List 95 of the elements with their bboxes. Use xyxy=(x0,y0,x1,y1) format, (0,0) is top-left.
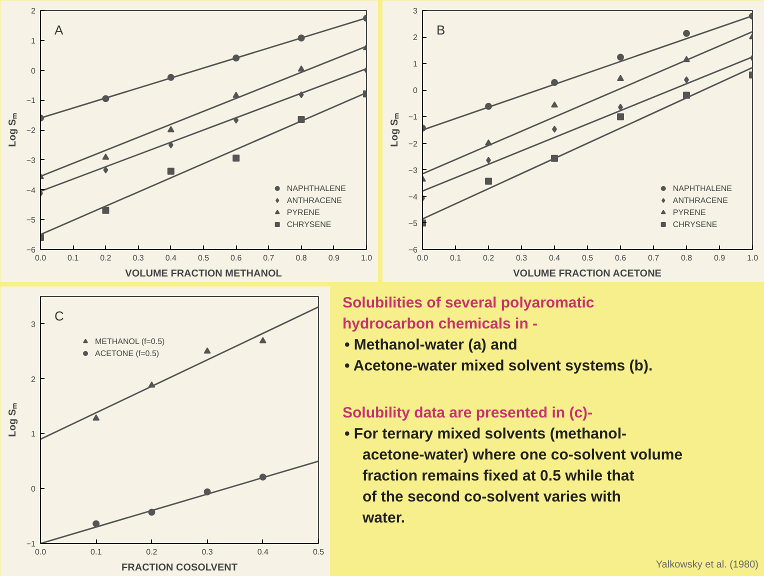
y-tick-label: 2 xyxy=(413,33,418,42)
x-tick-label: 0.8 xyxy=(680,254,693,262)
point xyxy=(485,178,492,185)
point xyxy=(103,166,108,174)
text: C xyxy=(54,308,64,324)
point xyxy=(204,347,211,354)
text: Yalkowsky et al. (1980) xyxy=(656,560,759,570)
x-tick-label: 0.6 xyxy=(230,254,242,262)
x-tick-label: 0.3 xyxy=(132,254,144,262)
y-tick-label: 3 xyxy=(31,320,36,329)
x-tick-label: 0.8 xyxy=(296,254,308,262)
x-tick-label: 0.5 xyxy=(198,254,210,262)
x-tick-label: 0.5 xyxy=(312,548,325,556)
point xyxy=(617,54,624,61)
legend-label: NAPHTHALENE xyxy=(672,183,732,193)
y-tick-label: −4 xyxy=(408,192,418,202)
x-tick-label: 0.5 xyxy=(582,254,594,262)
legend-label: ANTHRACENE xyxy=(286,195,342,205)
y-tick-label: 2 xyxy=(31,374,36,384)
y-tick-label: −1 xyxy=(408,112,418,122)
x-tick-label: 0.2 xyxy=(100,254,112,262)
y-tick-label: −6 xyxy=(408,246,418,254)
point xyxy=(232,154,240,162)
y-tick-label: 1 xyxy=(413,60,418,69)
y-axis-title: Log Sₘ xyxy=(7,403,18,437)
point xyxy=(102,206,110,214)
x-tick-label: 0.7 xyxy=(648,254,660,262)
point xyxy=(617,113,624,120)
legend-label: ANTHRACENE xyxy=(672,195,728,205)
y-axis-title: Log Sₘ xyxy=(389,113,400,147)
point xyxy=(298,65,305,72)
y-tick-label: −2 xyxy=(408,139,418,148)
x-tick-label: 0.1 xyxy=(90,548,102,556)
legend-label: PYRENE xyxy=(672,207,706,217)
y-tick-label: −3 xyxy=(408,166,418,175)
text: B xyxy=(436,22,446,38)
x-tick-label: 1.0 xyxy=(746,254,759,262)
x-tick-label: 0.2 xyxy=(146,548,158,556)
point xyxy=(617,74,624,81)
x-tick-label: 0.0 xyxy=(34,548,47,556)
text: • Acetone-water mixed solvent systems (b). xyxy=(344,358,653,374)
point xyxy=(551,101,558,108)
legend-label: CHRYSENE xyxy=(672,219,718,229)
y-tick-label: 1 xyxy=(31,430,36,439)
y-tick-label: 0 xyxy=(31,484,36,494)
x-axis-title: VOLUME FRACTION METHANOL xyxy=(125,268,282,280)
y-tick-label: −1 xyxy=(26,96,36,106)
y-tick-label: 0 xyxy=(31,66,36,76)
x-tick-label: 1.0 xyxy=(360,254,373,262)
x-tick-label: 0.0 xyxy=(416,254,429,262)
point xyxy=(168,141,174,148)
legend-label: ACETONE (f=0.5) xyxy=(95,348,160,358)
x-tick-label: 0.1 xyxy=(68,254,80,262)
x-tick-label: 0.1 xyxy=(450,254,462,262)
text: A xyxy=(54,22,64,38)
y-tick-label: −5 xyxy=(26,216,36,225)
x-tick-label: 0.9 xyxy=(714,254,726,262)
x-tick-label: 0.6 xyxy=(614,254,627,262)
y-tick-label: −6 xyxy=(26,246,36,254)
x-tick-label: 0.9 xyxy=(328,254,340,262)
y-axis-title: Log Sₘ xyxy=(7,113,18,147)
x-axis-title: VOLUME FRACTION ACETONE xyxy=(513,268,662,280)
point xyxy=(683,30,690,37)
y-tick-label: 3 xyxy=(413,6,418,16)
y-tick-label: 0 xyxy=(413,86,418,96)
legend-label: METHANOL (f=0.5) xyxy=(95,336,165,346)
x-tick-label: 0.4 xyxy=(165,254,178,262)
x-axis-title: FRACTION COSOLVENT xyxy=(122,562,238,574)
legend-label: NAPHTHALENE xyxy=(286,183,346,193)
point xyxy=(92,414,100,421)
text: Solubilities of several polyaromatic hydrocarbon chemicals in - xyxy=(342,294,594,332)
y-tick-label: −2 xyxy=(26,126,36,135)
x-tick-label: 0.4 xyxy=(548,254,561,262)
y-tick-label: −1 xyxy=(26,540,36,548)
x-tick-label: 0.3 xyxy=(516,254,528,262)
point xyxy=(167,168,174,175)
y-tick-label: −4 xyxy=(26,186,36,195)
point xyxy=(259,336,266,344)
x-tick-label: 0.0 xyxy=(34,254,47,262)
x-tick-label: 0.2 xyxy=(482,254,495,262)
x-tick-label: 0.4 xyxy=(257,548,270,556)
text: • Methanol-water (a) and xyxy=(344,336,518,354)
legend-label: CHRYSENE xyxy=(286,219,332,229)
y-tick-label: 1 xyxy=(31,36,36,46)
point xyxy=(167,126,174,132)
y-tick-label: 2 xyxy=(31,6,36,16)
point xyxy=(232,92,240,98)
y-tick-label: −3 xyxy=(26,156,36,165)
legend-label: PYRENE xyxy=(286,207,320,217)
text: • For ternary mixed solvents (methanol-acetone-water) where one co-solvent volume fraction remains fixed at 0.5 while that of the second co-solvent varies with water. xyxy=(344,426,683,526)
x-tick-label: 0.7 xyxy=(263,254,275,262)
y-tick-label: −5 xyxy=(408,218,418,228)
text: Solubility data are presented in (c)- xyxy=(342,404,593,422)
point xyxy=(102,154,110,160)
x-tick-label: 0.3 xyxy=(202,548,214,556)
